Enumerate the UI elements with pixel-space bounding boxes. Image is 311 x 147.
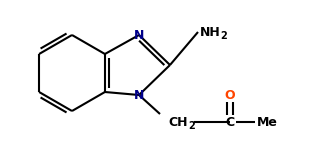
Text: N: N <box>134 29 144 41</box>
Text: C: C <box>225 116 234 128</box>
Text: 2: 2 <box>220 31 227 41</box>
Text: NH: NH <box>200 25 221 39</box>
Text: 2: 2 <box>188 121 195 131</box>
Text: O: O <box>225 88 235 101</box>
Text: N: N <box>134 88 144 101</box>
Text: Me: Me <box>257 116 278 128</box>
Text: CH: CH <box>168 116 188 128</box>
